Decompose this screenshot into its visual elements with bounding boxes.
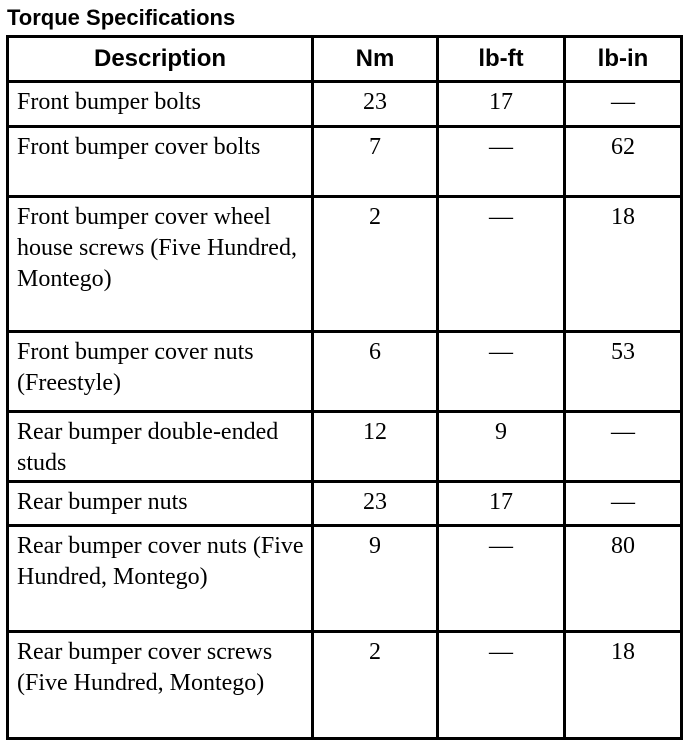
page-title: Torque Specifications — [7, 5, 236, 30]
cell-nm: 23 — [311, 480, 439, 527]
cell-lb-in: 18 — [563, 630, 683, 740]
cell-lb-ft: — — [436, 195, 566, 333]
cell-lb-ft: 9 — [436, 410, 566, 483]
cell-description: Rear bumper double-ended studs — [6, 410, 314, 483]
cell-lb-ft: 17 — [436, 80, 566, 128]
cell-description: Front bumper bolts — [6, 80, 314, 128]
cell-lb-in: — — [563, 410, 683, 483]
table-row: Rear bumper cover screws (Five Hundred, … — [6, 630, 683, 740]
cell-description: Rear bumper cover nuts (Five Hundred, Mo… — [6, 524, 314, 633]
column-header-lb-ft: lb-ft — [436, 35, 566, 83]
cell-lb-ft: — — [436, 125, 566, 198]
cell-lb-ft: 17 — [436, 480, 566, 527]
header-row: Description Nm lb-ft lb-in — [6, 35, 683, 83]
cell-nm: 9 — [311, 524, 439, 633]
cell-description: Front bumper cover bolts — [6, 125, 314, 198]
column-header-description: Description — [6, 35, 314, 83]
column-header-lb-in: lb-in — [563, 35, 683, 83]
cell-lb-ft: — — [436, 330, 566, 413]
cell-description: Front bumper cover wheel house screws (F… — [6, 195, 314, 333]
cell-lb-in: — — [563, 480, 683, 527]
cell-lb-ft: — — [436, 524, 566, 633]
cell-description: Rear bumper nuts — [6, 480, 314, 527]
cell-nm: 12 — [311, 410, 439, 483]
cell-lb-ft: — — [436, 630, 566, 740]
table-row: Rear bumper double-ended studs 12 9— — [6, 410, 683, 483]
table-row: Front bumper cover bolts 7—62 — [6, 125, 683, 198]
table-row: Rear bumper nuts 23 17— — [6, 480, 683, 527]
cell-lb-in: 18 — [563, 195, 683, 333]
cell-lb-in: 53 — [563, 330, 683, 413]
cell-lb-in: — — [563, 80, 683, 128]
cell-description: Rear bumper cover screws (Five Hundred, … — [6, 630, 314, 740]
cell-lb-in: 80 — [563, 524, 683, 633]
torque-table: Description Nm lb-ft lb-in Front bumper … — [6, 35, 683, 740]
cell-lb-in: 62 — [563, 125, 683, 198]
column-header-nm: Nm — [311, 35, 439, 83]
cell-nm: 2 — [311, 630, 439, 740]
table-row: Front bumper cover wheel house screws (F… — [6, 195, 683, 333]
table-row: Front bumper bolts 23 17— — [6, 80, 683, 128]
cell-nm: 7 — [311, 125, 439, 198]
table-row: Rear bumper cover nuts (Five Hundred, Mo… — [6, 524, 683, 633]
cell-nm: 23 — [311, 80, 439, 128]
table-row: Front bumper cover nuts (Freestyle) 6—53 — [6, 330, 683, 413]
cell-description: Front bumper cover nuts (Freestyle) — [6, 330, 314, 413]
cell-nm: 6 — [311, 330, 439, 413]
cell-nm: 2 — [311, 195, 439, 333]
